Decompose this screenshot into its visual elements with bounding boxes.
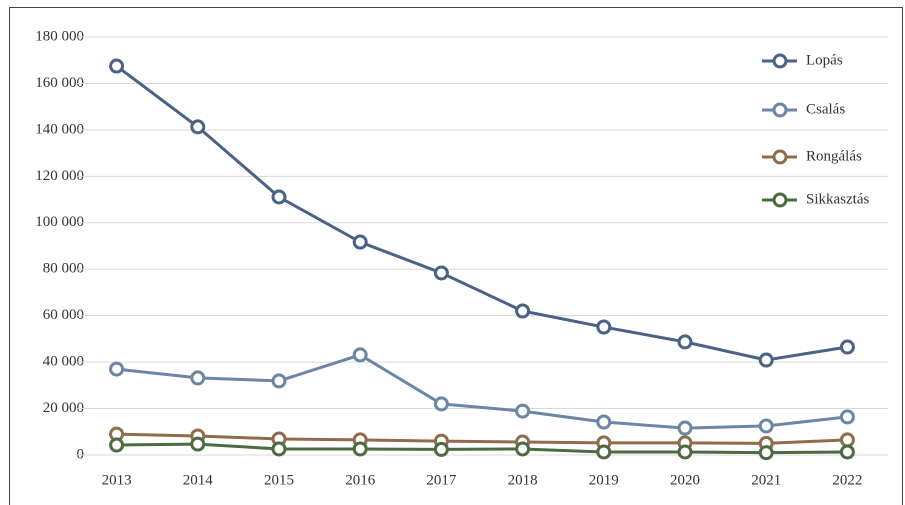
data-point bbox=[839, 339, 855, 355]
data-point bbox=[271, 189, 287, 205]
legend-marker bbox=[772, 53, 788, 69]
series-line bbox=[116, 432, 848, 445]
series-line bbox=[116, 353, 848, 430]
data-point bbox=[271, 441, 287, 457]
data-point bbox=[596, 444, 612, 460]
data-point bbox=[677, 334, 693, 350]
x-tick-label: 2017 bbox=[426, 472, 457, 488]
y-tick-label: 180 000 bbox=[35, 28, 84, 44]
series-line bbox=[116, 442, 848, 455]
data-point bbox=[515, 403, 531, 419]
x-tick-label: 2020 bbox=[670, 472, 700, 488]
data-point bbox=[190, 119, 206, 135]
x-tick-label: 2019 bbox=[589, 472, 619, 488]
data-point bbox=[433, 396, 449, 412]
legend-marker bbox=[772, 192, 788, 208]
y-tick-label: 0 bbox=[77, 446, 85, 462]
x-tick-label: 2014 bbox=[183, 472, 214, 488]
y-tick-label: 140 000 bbox=[35, 121, 84, 137]
data-point bbox=[352, 234, 368, 250]
y-tick-label: 120 000 bbox=[35, 168, 84, 184]
data-point bbox=[758, 445, 774, 461]
data-point bbox=[596, 319, 612, 335]
data-point bbox=[596, 414, 612, 430]
data-point bbox=[677, 444, 693, 460]
x-tick-label: 2015 bbox=[264, 472, 294, 488]
series-line bbox=[115, 64, 848, 362]
data-point bbox=[433, 265, 449, 281]
legend-label: Rongálás bbox=[806, 148, 862, 164]
y-tick-label: 100 000 bbox=[35, 214, 84, 230]
y-tick-label: 60 000 bbox=[43, 307, 84, 323]
legend-label: Csalás bbox=[806, 101, 845, 117]
x-tick-label: 2022 bbox=[832, 472, 862, 488]
data-point bbox=[839, 444, 855, 460]
legend-marker bbox=[772, 102, 788, 118]
y-tick-label: 20 000 bbox=[43, 400, 84, 416]
data-point bbox=[839, 409, 855, 425]
data-point bbox=[109, 437, 125, 453]
data-point bbox=[433, 441, 449, 457]
legend-label: Sikkasztás bbox=[806, 191, 869, 207]
data-point bbox=[839, 432, 855, 448]
data-point bbox=[515, 303, 531, 319]
data-point bbox=[271, 373, 287, 389]
data-point bbox=[352, 441, 368, 457]
y-tick-label: 40 000 bbox=[43, 354, 84, 370]
legend-marker bbox=[772, 149, 788, 165]
chart-frame bbox=[9, 7, 903, 505]
data-point bbox=[190, 370, 206, 386]
x-tick-label: 2013 bbox=[102, 472, 132, 488]
x-tick-label: 2016 bbox=[345, 472, 376, 488]
y-tick-label: 80 000 bbox=[43, 261, 84, 277]
data-point bbox=[515, 441, 531, 457]
data-point bbox=[109, 58, 125, 74]
data-point bbox=[758, 418, 774, 434]
data-point bbox=[758, 352, 774, 368]
legend-label: Lopás bbox=[806, 52, 843, 68]
x-tick-label: 2018 bbox=[508, 472, 538, 488]
data-point bbox=[190, 436, 206, 452]
data-point bbox=[109, 361, 125, 377]
data-point bbox=[352, 347, 368, 363]
x-tick-label: 2021 bbox=[751, 472, 781, 488]
data-point bbox=[677, 420, 693, 436]
y-tick-label: 160 000 bbox=[35, 75, 84, 91]
